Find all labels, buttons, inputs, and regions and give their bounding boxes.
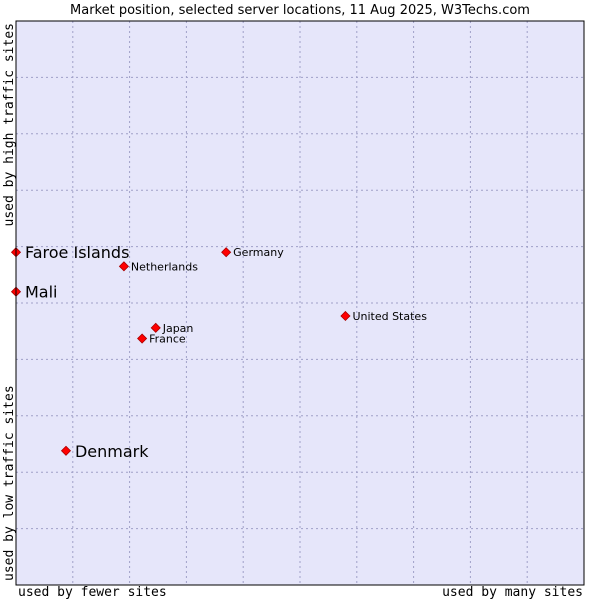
data-point-france: France: [137, 333, 186, 346]
marker-netherlands: [118, 261, 129, 272]
data-point-united-states: United States: [340, 310, 427, 323]
point-label-japan: Japan: [162, 322, 194, 335]
data-point-faroe-islands: Faroe Islands: [10, 243, 129, 262]
point-label-netherlands: Netherlands: [131, 260, 198, 273]
point-label-germany: Germany: [233, 246, 284, 259]
data-point-japan: Japan: [150, 322, 194, 335]
data-point-germany: Germany: [221, 246, 284, 259]
y-axis-label-low: used by low traffic sites: [2, 385, 17, 581]
marker-japan: [150, 322, 161, 333]
point-label-denmark: Denmark: [75, 442, 149, 461]
point-label-united-states: United States: [352, 310, 427, 323]
marker-france: [137, 333, 148, 344]
data-points: Faroe Islands Mali Denmark Netherlands Germa…: [10, 243, 427, 461]
data-point-netherlands: Netherlands: [118, 260, 198, 273]
marker-denmark: [60, 445, 72, 456]
point-label-faroe-islands: Faroe Islands: [25, 243, 129, 262]
marker-germany: [221, 247, 232, 258]
y-axis-label-high: used by high traffic sites: [2, 23, 17, 227]
point-label-france: France: [149, 333, 186, 346]
chart-title: Market position, selected server locatio…: [70, 3, 530, 18]
data-point-denmark: Denmark: [60, 442, 149, 461]
x-axis-label-high: used by many sites: [442, 585, 583, 600]
plot-border: [15, 20, 585, 586]
marker-united-states: [340, 310, 351, 322]
grid-lines: [16, 21, 584, 585]
x-axis-label-low: used by fewer sites: [18, 585, 167, 600]
point-label-mali: Mali: [25, 283, 58, 302]
